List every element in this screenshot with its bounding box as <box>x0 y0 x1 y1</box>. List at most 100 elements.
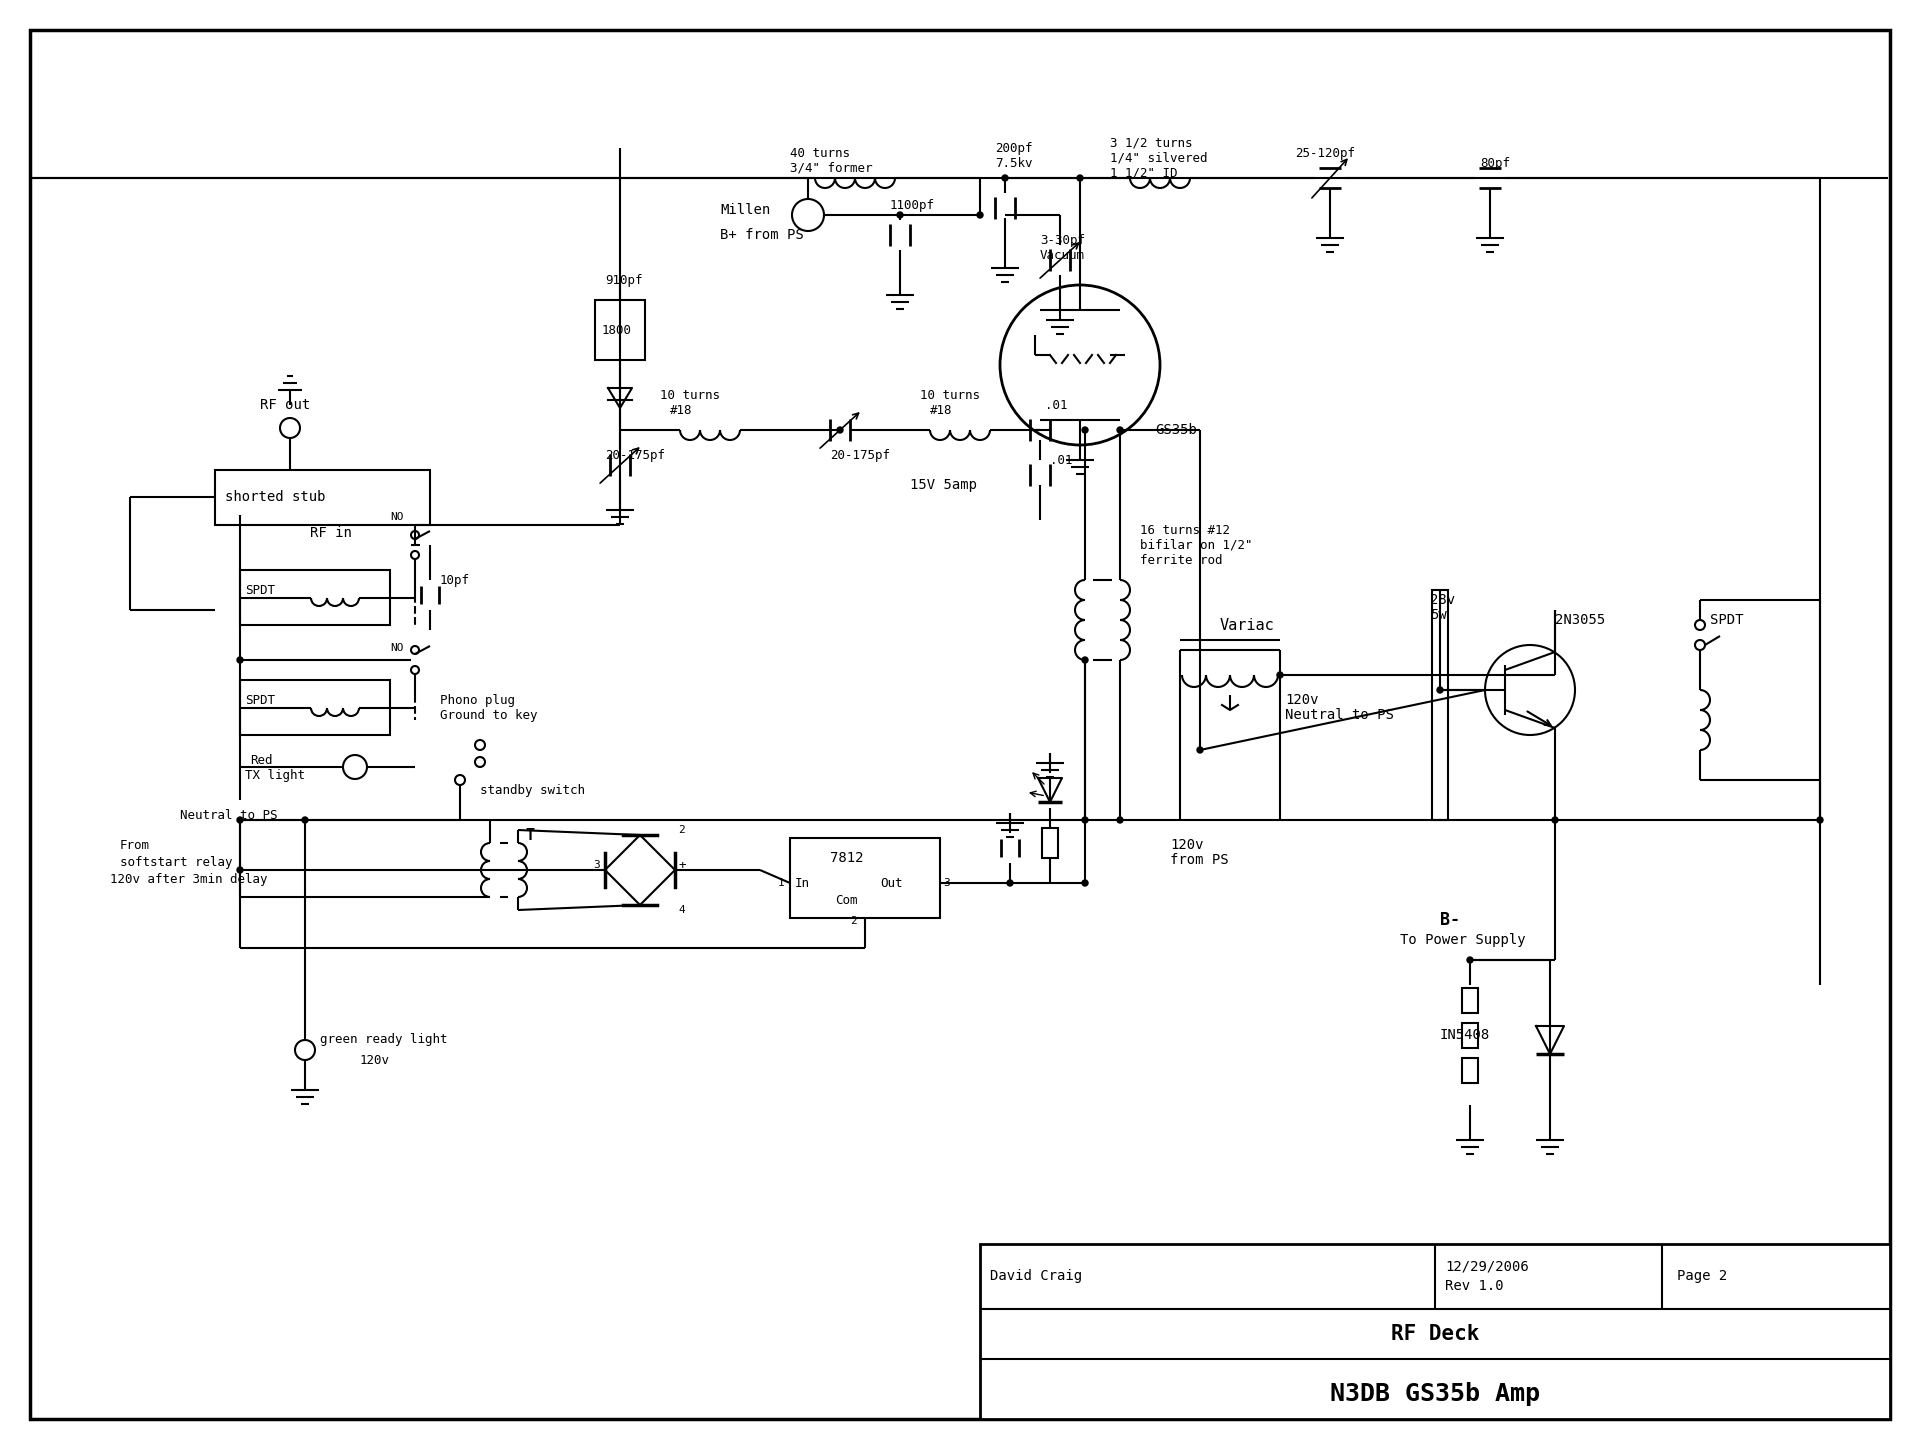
Circle shape <box>236 817 244 823</box>
Text: Millen: Millen <box>720 203 770 217</box>
Circle shape <box>411 530 419 539</box>
Text: 120v: 120v <box>361 1053 390 1066</box>
Circle shape <box>897 212 902 217</box>
Text: #18: #18 <box>929 403 952 416</box>
Text: shorted stub: shorted stub <box>225 490 326 504</box>
Circle shape <box>411 667 419 674</box>
Text: 7.5kv: 7.5kv <box>995 156 1033 170</box>
Bar <box>1461 988 1478 1013</box>
Circle shape <box>296 1040 315 1061</box>
Circle shape <box>1816 817 1822 823</box>
Text: NO: NO <box>390 643 403 653</box>
Text: SPDT: SPDT <box>246 584 275 597</box>
Circle shape <box>1467 956 1473 964</box>
Bar <box>1461 1058 1478 1082</box>
Text: N3DB GS35b Amp: N3DB GS35b Amp <box>1331 1382 1540 1406</box>
Circle shape <box>1196 748 1204 753</box>
Circle shape <box>1117 427 1123 433</box>
Text: Phono plug: Phono plug <box>440 694 515 707</box>
Text: T: T <box>524 827 534 842</box>
Circle shape <box>1277 672 1283 678</box>
Circle shape <box>455 775 465 785</box>
Text: 120v after 3min delay: 120v after 3min delay <box>109 872 267 885</box>
Text: 3-30pf: 3-30pf <box>1041 233 1085 246</box>
Bar <box>1432 590 1448 820</box>
Bar <box>240 569 390 625</box>
Text: 3: 3 <box>593 861 599 869</box>
Text: 120v: 120v <box>1284 693 1319 707</box>
Circle shape <box>1695 640 1705 651</box>
Text: green ready light: green ready light <box>321 1033 447 1046</box>
Circle shape <box>280 417 300 438</box>
Circle shape <box>1006 880 1014 885</box>
Text: 4: 4 <box>678 906 685 914</box>
Text: 1 1/2" ID: 1 1/2" ID <box>1110 167 1177 180</box>
Text: SPDT: SPDT <box>246 694 275 707</box>
Circle shape <box>474 756 486 767</box>
Text: standby switch: standby switch <box>480 784 586 797</box>
Text: 3: 3 <box>943 878 950 888</box>
Text: Com: Com <box>835 894 858 907</box>
Text: #18: #18 <box>670 403 693 416</box>
Text: 20-175pf: 20-175pf <box>829 449 891 461</box>
Bar <box>595 300 645 359</box>
Text: RF out: RF out <box>259 398 311 412</box>
Circle shape <box>793 199 824 230</box>
Circle shape <box>236 656 244 664</box>
Text: from PS: from PS <box>1169 853 1229 867</box>
Text: .01: .01 <box>1044 398 1068 412</box>
Text: 1/4" silvered: 1/4" silvered <box>1110 152 1208 165</box>
Text: .01: .01 <box>1050 454 1073 467</box>
Circle shape <box>977 212 983 217</box>
Text: 25-120pf: 25-120pf <box>1294 146 1356 159</box>
Bar <box>789 838 941 919</box>
Text: +: + <box>678 858 685 871</box>
Text: 2N3055: 2N3055 <box>1555 613 1605 627</box>
Text: 15V 5amp: 15V 5amp <box>910 478 977 493</box>
Bar <box>240 680 390 735</box>
Text: softstart relay: softstart relay <box>121 855 232 868</box>
Text: Neutral to PS: Neutral to PS <box>180 809 278 822</box>
Text: 3 1/2 turns: 3 1/2 turns <box>1110 136 1192 149</box>
Text: RF in: RF in <box>309 526 351 540</box>
Bar <box>979 1245 1889 1419</box>
Circle shape <box>301 817 307 823</box>
Text: Vacuum: Vacuum <box>1041 248 1085 261</box>
Text: Neutral to PS: Neutral to PS <box>1284 709 1394 722</box>
Circle shape <box>1551 817 1557 823</box>
Circle shape <box>1000 285 1160 445</box>
Text: 20-175pf: 20-175pf <box>605 449 664 461</box>
Text: 1800: 1800 <box>603 323 632 336</box>
Text: GS35b: GS35b <box>1156 423 1196 438</box>
Circle shape <box>1077 175 1083 181</box>
Text: 3/4" former: 3/4" former <box>789 161 872 174</box>
Circle shape <box>1002 175 1008 181</box>
Text: From: From <box>121 839 150 852</box>
Text: 2: 2 <box>851 916 856 926</box>
Text: 12/29/2006: 12/29/2006 <box>1446 1259 1528 1274</box>
Text: 40 turns: 40 turns <box>789 146 851 159</box>
Text: 16 turns #12: 16 turns #12 <box>1140 523 1231 536</box>
Text: To Power Supply: To Power Supply <box>1400 933 1526 948</box>
Text: David Craig: David Craig <box>991 1269 1083 1282</box>
Circle shape <box>411 551 419 559</box>
Text: Page 2: Page 2 <box>1676 1269 1728 1282</box>
Text: 1: 1 <box>778 878 785 888</box>
Bar <box>215 469 430 525</box>
Text: ferrite rod: ferrite rod <box>1140 554 1223 567</box>
Text: 80pf: 80pf <box>1480 156 1509 170</box>
Circle shape <box>1695 620 1705 630</box>
Text: Ground to key: Ground to key <box>440 709 538 722</box>
Text: SPDT: SPDT <box>1711 613 1743 627</box>
Circle shape <box>1083 656 1089 664</box>
Text: 10 turns: 10 turns <box>920 388 979 401</box>
Text: TX light: TX light <box>246 768 305 781</box>
Circle shape <box>1117 817 1123 823</box>
Text: bifilar on 1/2": bifilar on 1/2" <box>1140 539 1252 552</box>
Text: 5w: 5w <box>1430 609 1448 622</box>
Circle shape <box>1436 687 1444 693</box>
Text: RF Deck: RF Deck <box>1390 1324 1478 1345</box>
Circle shape <box>837 427 843 433</box>
Text: 7812: 7812 <box>829 851 864 865</box>
Text: 10pf: 10pf <box>440 574 470 587</box>
